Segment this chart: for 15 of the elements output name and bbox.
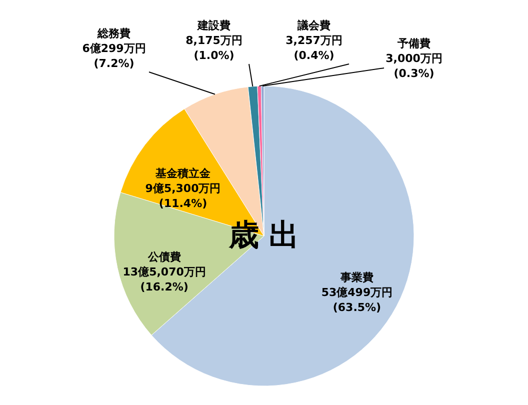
slice-label: 予備費 — [396, 37, 430, 50]
data-label: 9億5,300万円 (11.4%) — [145, 182, 221, 210]
text: 歳 出 — [228, 218, 300, 253]
data-label: 3,257万円 (0.4%) — [286, 34, 342, 62]
slice-label: 建設費 — [196, 19, 230, 32]
data-label: 8,175万円 (1.0%) — [186, 34, 242, 62]
data-label: 13億5,070万円 (16.2%) — [122, 266, 206, 294]
data-label: 53億499万円 (63.5%) — [321, 286, 393, 314]
slice-label: 総務費 — [96, 27, 130, 40]
slice-label: 事業費 — [339, 270, 374, 284]
slice-label: 議会費 — [296, 19, 330, 32]
data-label: 6億299万円 (7.2%) — [82, 42, 146, 70]
data-label: 3,000万円 (0.3%) — [386, 52, 442, 80]
slice-label: 基金積立金 — [154, 166, 212, 180]
slice-label: 公債費 — [146, 250, 181, 264]
